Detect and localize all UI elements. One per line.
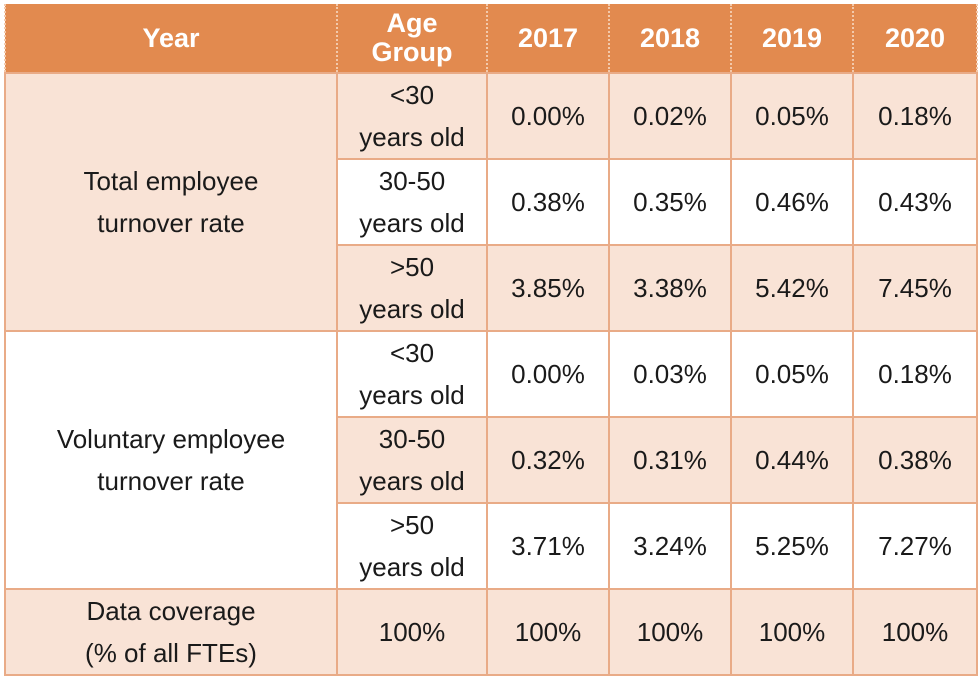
value-cell: 0.05% [730, 72, 854, 160]
coverage-value-cell: 100% [608, 588, 732, 676]
value-cell: 7.45% [852, 244, 978, 332]
value-cell: 5.42% [730, 244, 854, 332]
age-cell: 30-50 years old [336, 416, 488, 504]
value-cell: 3.85% [486, 244, 610, 332]
header-2019: 2019 [730, 4, 854, 73]
value-cell: 0.00% [486, 72, 610, 160]
value-cell: 0.05% [730, 330, 854, 418]
coverage-value-cell: 100% [486, 588, 610, 676]
age-cell: <30 years old [336, 72, 488, 160]
header-age-group: Age Group [336, 4, 488, 73]
header-age-line2: Group [371, 37, 453, 67]
table-row: Voluntary employee turnover rate <30 years… [4, 330, 978, 590]
value-cell: 5.25% [730, 502, 854, 590]
value-cell: 0.18% [852, 72, 978, 160]
age-cell: >50 years old [336, 502, 488, 590]
turnover-table: Year Age Group 2017 2018 2019 2020 Total … [4, 4, 978, 676]
value-cell: 3.71% [486, 502, 610, 590]
value-cell: 7.27% [852, 502, 978, 590]
value-cell: 0.02% [608, 72, 732, 160]
coverage-value-cell: 100% [336, 588, 488, 676]
header-age-line1: Age [386, 8, 438, 38]
header-row: Year Age Group 2017 2018 2019 2020 [4, 4, 978, 73]
value-cell: 0.38% [852, 416, 978, 504]
value-cell: 0.18% [852, 330, 978, 418]
age-cell: 30-50 years old [336, 158, 488, 246]
value-cell: 0.44% [730, 416, 854, 504]
value-cell: 0.32% [486, 416, 610, 504]
row-label-data-coverage: Data coverage (% of all FTEs) [4, 588, 338, 676]
value-cell: 0.03% [608, 330, 732, 418]
table-row: 30-50 years old 0.32% 0.31% 0.44% 0.38% [5, 416, 978, 504]
age-cell: >50 years old [336, 244, 488, 332]
coverage-value-cell: 100% [730, 588, 854, 676]
coverage-row: Data coverage (% of all FTEs) 100% 100% 1… [4, 588, 978, 676]
row-label-voluntary-turnover: Voluntary employee turnover rate [4, 330, 338, 590]
value-cell: 0.31% [608, 416, 732, 504]
coverage-value-cell: 100% [852, 588, 978, 676]
value-cell: 0.35% [608, 158, 732, 246]
value-cell: 3.38% [608, 244, 732, 332]
row-label-total-turnover: Total employee turnover rate [4, 72, 338, 332]
value-cell: 3.24% [608, 502, 732, 590]
table-row: Total employee turnover rate <30 years old… [4, 72, 978, 332]
value-cell: 0.38% [486, 158, 610, 246]
value-cell: 0.43% [852, 158, 978, 246]
header-2020: 2020 [852, 4, 978, 73]
header-2018: 2018 [608, 4, 732, 73]
header-2017: 2017 [486, 4, 610, 73]
value-cell: 0.46% [730, 158, 854, 246]
age-cell: <30 years old [336, 330, 488, 418]
table-row: 30-50 years old 0.38% 0.35% 0.46% 0.43% [5, 158, 978, 246]
value-cell: 0.00% [486, 330, 610, 418]
header-year: Year [4, 4, 338, 73]
